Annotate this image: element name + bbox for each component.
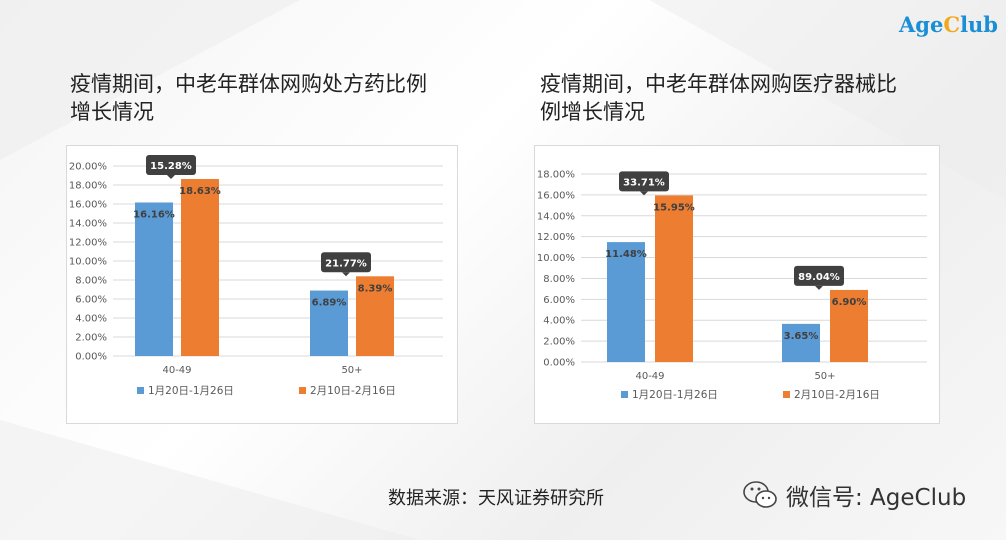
bar: [135, 202, 173, 356]
bar-data-label: 8.39%: [358, 283, 393, 294]
y-tick-label: 16.00%: [537, 190, 575, 201]
y-tick-label: 16.00%: [69, 200, 107, 211]
y-tick-label: 8.00%: [543, 274, 575, 285]
growth-callout-pointer: [167, 175, 175, 180]
legend-label: 2月10日-2月16日: [794, 389, 880, 401]
growth-callout-label: 15.28%: [150, 161, 192, 172]
bar: [782, 323, 820, 362]
y-tick-label: 12.00%: [537, 232, 575, 243]
y-tick-label: 2.00%: [75, 333, 107, 344]
growth-callout-label: 21.77%: [325, 258, 367, 269]
y-tick-label: 10.00%: [537, 253, 575, 264]
bar: [356, 276, 394, 356]
y-tick-label: 0.00%: [75, 352, 107, 363]
chart-prescription: 0.00% 2.00% 4.00% 6.00% 8.00% 10.00% 12.00% 14.…: [66, 145, 458, 424]
chart-title-medical-device: 疫情期间，中老年群体网购医疗器械比 例增长情况: [540, 70, 940, 126]
bar-data-label: 16.16%: [133, 209, 175, 220]
chart-title-line: 例增长情况: [540, 100, 645, 124]
chart-svg: 0.00% 2.00% 4.00% 6.00% 8.00% 10.00% 12.00% 14.…: [69, 155, 443, 397]
growth-callout: [321, 252, 371, 273]
ageclub-logo: AgeClub: [899, 12, 998, 37]
bar: [310, 290, 348, 356]
growth-callout-pointer: [342, 272, 350, 277]
y-tick-label: 4.00%: [75, 314, 107, 325]
y-tick-label: 6.00%: [75, 295, 107, 306]
bar: [655, 195, 693, 362]
bar: [181, 179, 219, 356]
bar-data-label: 15.95%: [653, 202, 695, 213]
legend-swatch: [299, 387, 306, 394]
y-tick-label: 12.00%: [69, 238, 107, 249]
x-tick-label: 40-49: [635, 371, 664, 382]
bar: [607, 242, 645, 362]
wechat-id: 微信号: AgeClub: [742, 478, 966, 512]
growth-callout: [146, 155, 196, 176]
wechat-label: 微信号: AgeClub: [786, 485, 967, 511]
growth-callout-label: 33.71%: [623, 177, 665, 188]
chart-svg: 0.00% 2.00% 4.00% 6.00% 8.00% 10.00% 12.00% 14.…: [537, 170, 927, 401]
bar-data-label: 11.48%: [605, 249, 647, 260]
bar: [830, 289, 868, 362]
growth-callout-pointer: [640, 191, 648, 196]
chart-medical-device: 0.00% 2.00% 4.00% 6.00% 8.00% 10.00% 12.00% 14.…: [534, 145, 940, 424]
y-tick-label: 18.00%: [537, 170, 575, 181]
legend-swatch: [783, 391, 790, 398]
growth-callout-label: 89.04%: [798, 272, 840, 283]
legend-label: 2月10日-2月16日: [310, 385, 396, 397]
wechat-icon: [743, 481, 777, 508]
x-tick-label: 40-49: [162, 365, 191, 376]
y-tick-label: 6.00%: [543, 295, 575, 306]
bar-data-label: 6.90%: [832, 297, 867, 308]
y-tick-label: 0.00%: [543, 358, 575, 369]
bar-data-label: 3.65%: [784, 331, 819, 342]
legend-swatch: [137, 387, 144, 394]
growth-callout: [794, 265, 844, 286]
chart-title-prescription: 疫情期间，中老年群体网购处方药比例 增长情况: [70, 70, 470, 126]
chart-title-line: 疫情期间，中老年群体网购医疗器械比: [540, 72, 897, 96]
y-tick-label: 2.00%: [543, 337, 575, 348]
bar-data-label: 6.89%: [312, 298, 347, 309]
y-tick-label: 10.00%: [69, 257, 107, 268]
legend-swatch: [621, 391, 628, 398]
legend-label: 1月20日-1月26日: [632, 389, 718, 401]
y-tick-label: 4.00%: [543, 316, 575, 327]
chart-title-line: 增长情况: [70, 100, 154, 124]
growth-callout: [619, 171, 669, 192]
y-tick-label: 20.00%: [69, 162, 107, 173]
y-tick-label: 14.00%: [537, 211, 575, 222]
bar-data-label: 18.63%: [179, 186, 221, 197]
chart-title-line: 疫情期间，中老年群体网购处方药比例: [70, 72, 427, 96]
y-tick-label: 14.00%: [69, 219, 107, 230]
data-source: 数据来源：天风证券研究所: [388, 488, 604, 509]
y-tick-label: 8.00%: [75, 276, 107, 287]
legend-label: 1月20日-1月26日: [148, 385, 234, 397]
x-tick-label: 50+: [341, 365, 362, 376]
y-tick-label: 18.00%: [69, 181, 107, 192]
growth-callout-pointer: [815, 285, 823, 290]
x-tick-label: 50+: [814, 371, 835, 382]
